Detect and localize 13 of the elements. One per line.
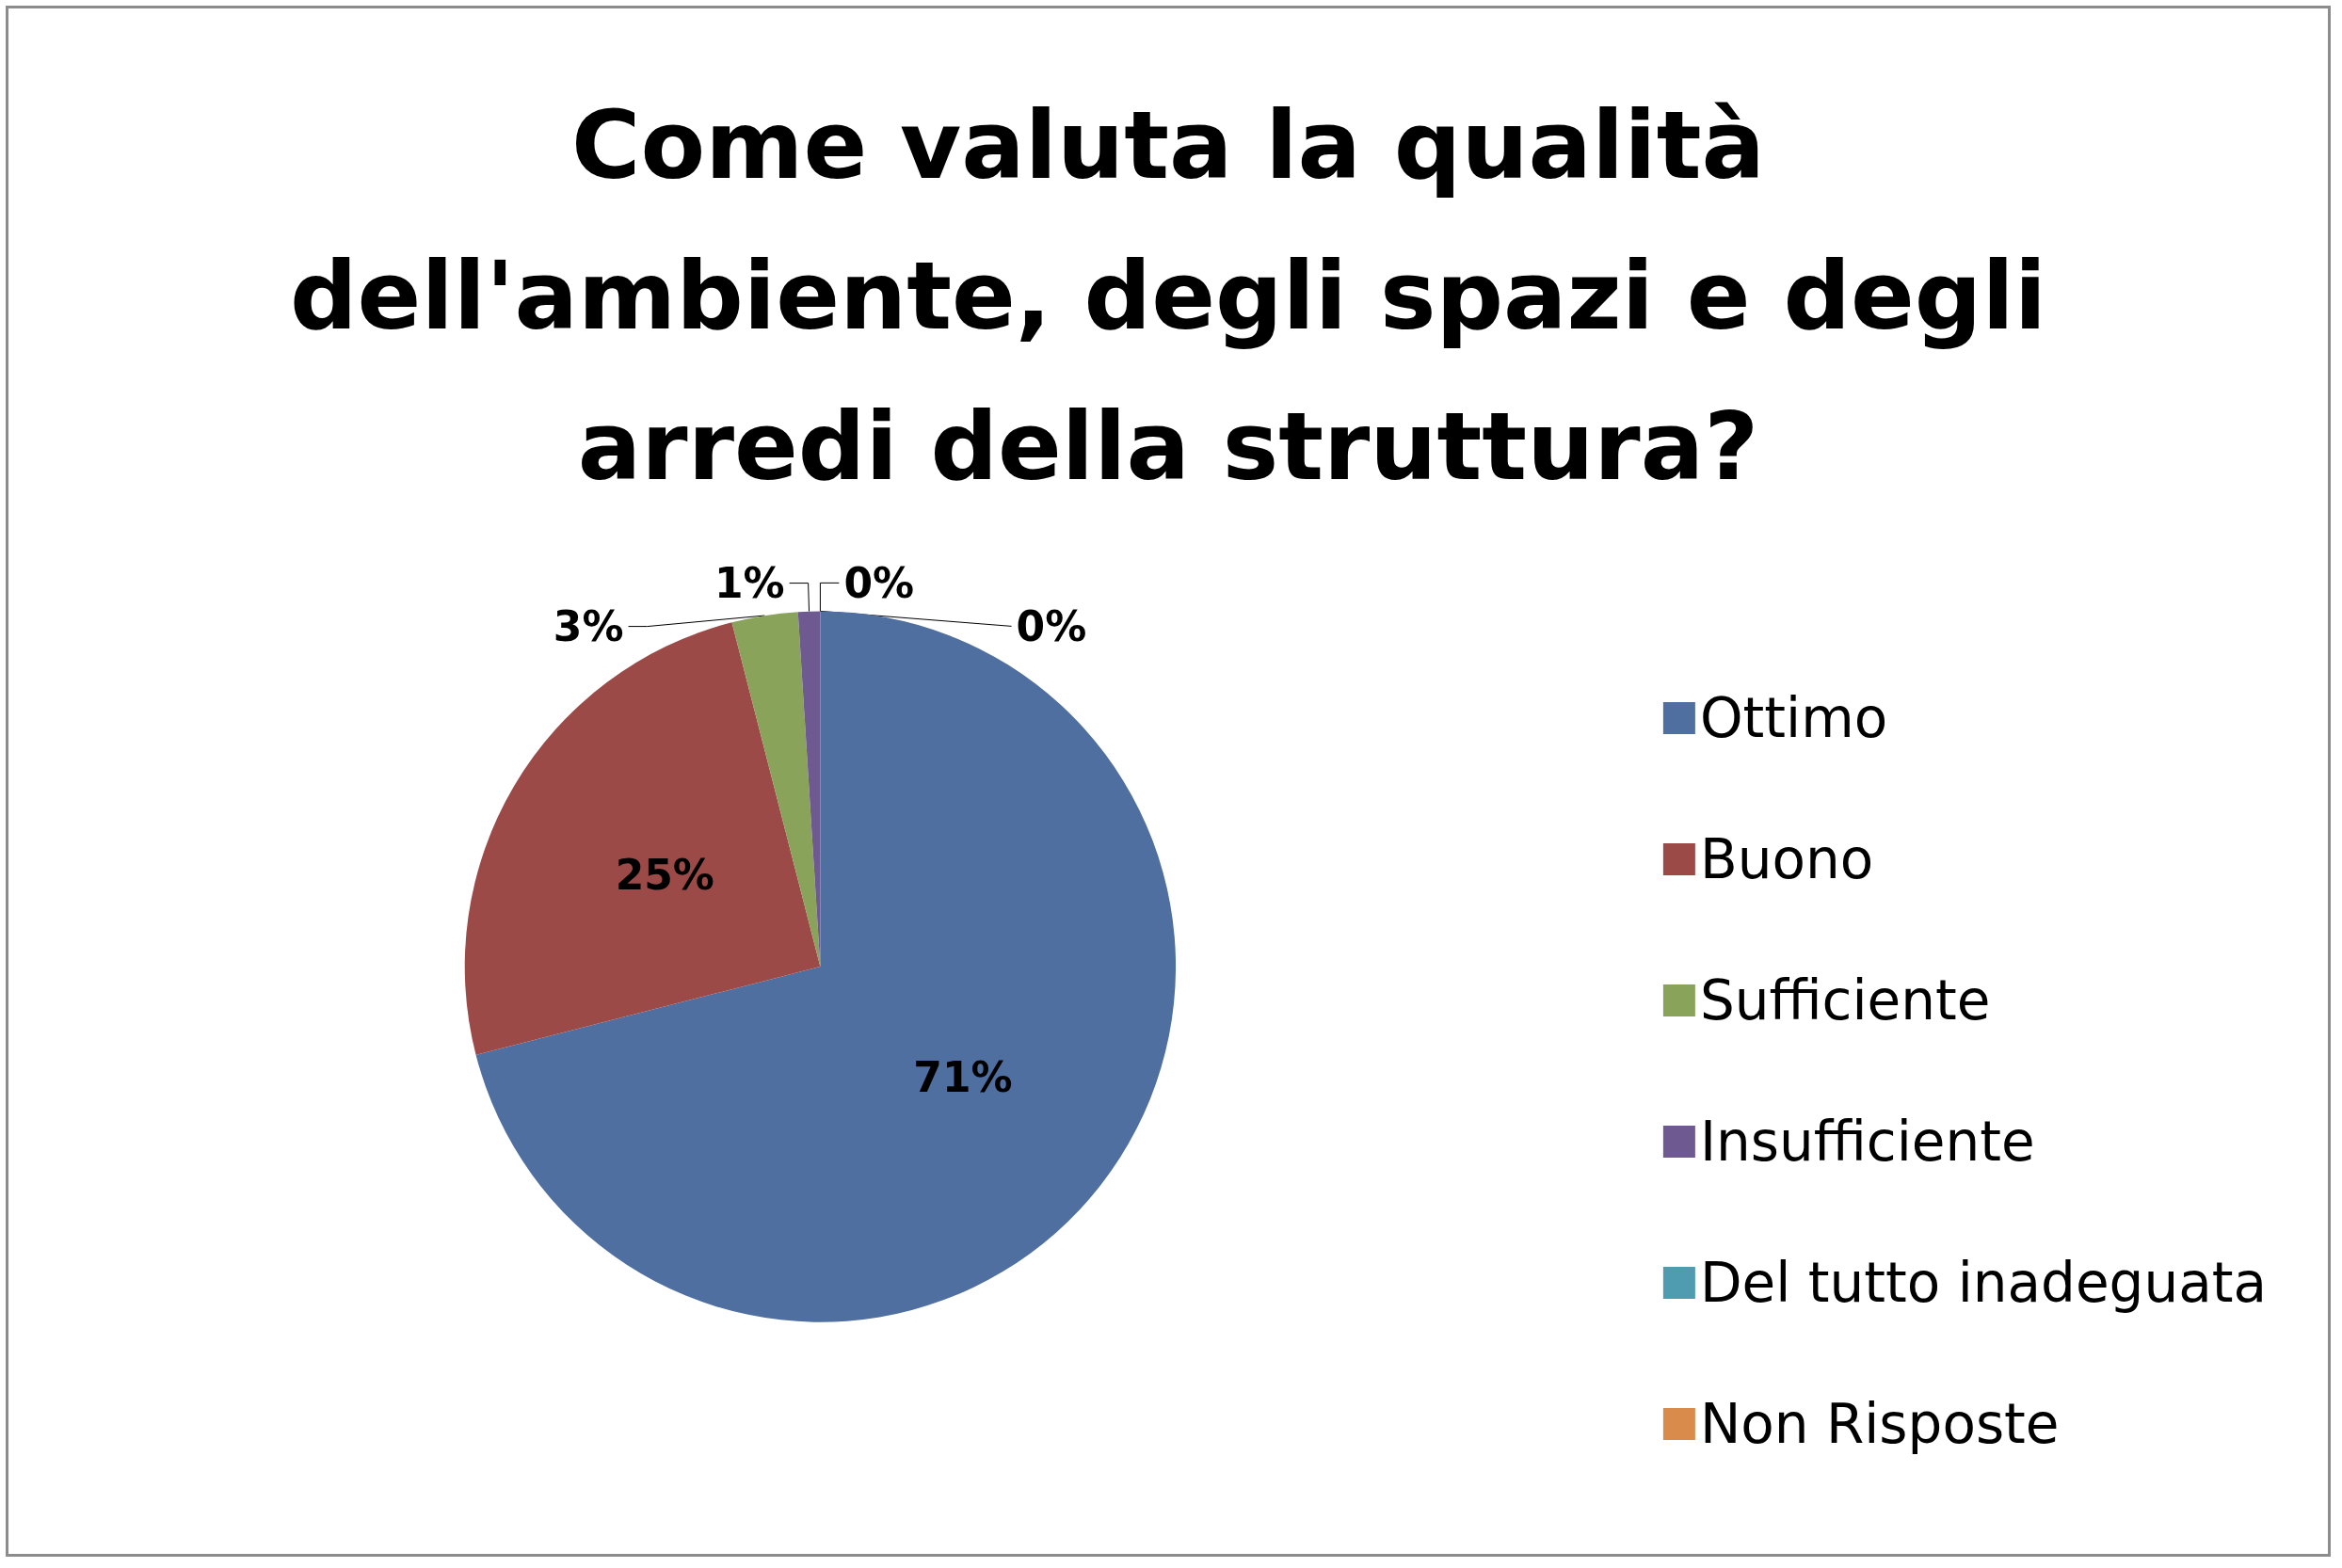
legend-label: Sufficiente bbox=[1699, 968, 1991, 1032]
data-label: 3% bbox=[553, 602, 624, 651]
legend-label: Ottimo bbox=[1699, 686, 1888, 750]
legend-label: Insufficiente bbox=[1699, 1110, 2035, 1174]
chart-title: Come valuta la qualità dell'ambiente, degli spazi e degli arredi della struttura? bbox=[290, 89, 2046, 502]
data-label: 1% bbox=[714, 559, 785, 608]
data-label: 71% bbox=[913, 1053, 1013, 1102]
data-label: 25% bbox=[615, 850, 714, 899]
text: 0% bbox=[1016, 601, 1087, 650]
legend-label: Buono bbox=[1699, 827, 1874, 891]
legend-label: Non Risposte bbox=[1699, 1392, 2060, 1456]
legend-label: Del tutto inadeguata bbox=[1699, 1251, 2268, 1315]
text: 0% bbox=[843, 558, 915, 607]
